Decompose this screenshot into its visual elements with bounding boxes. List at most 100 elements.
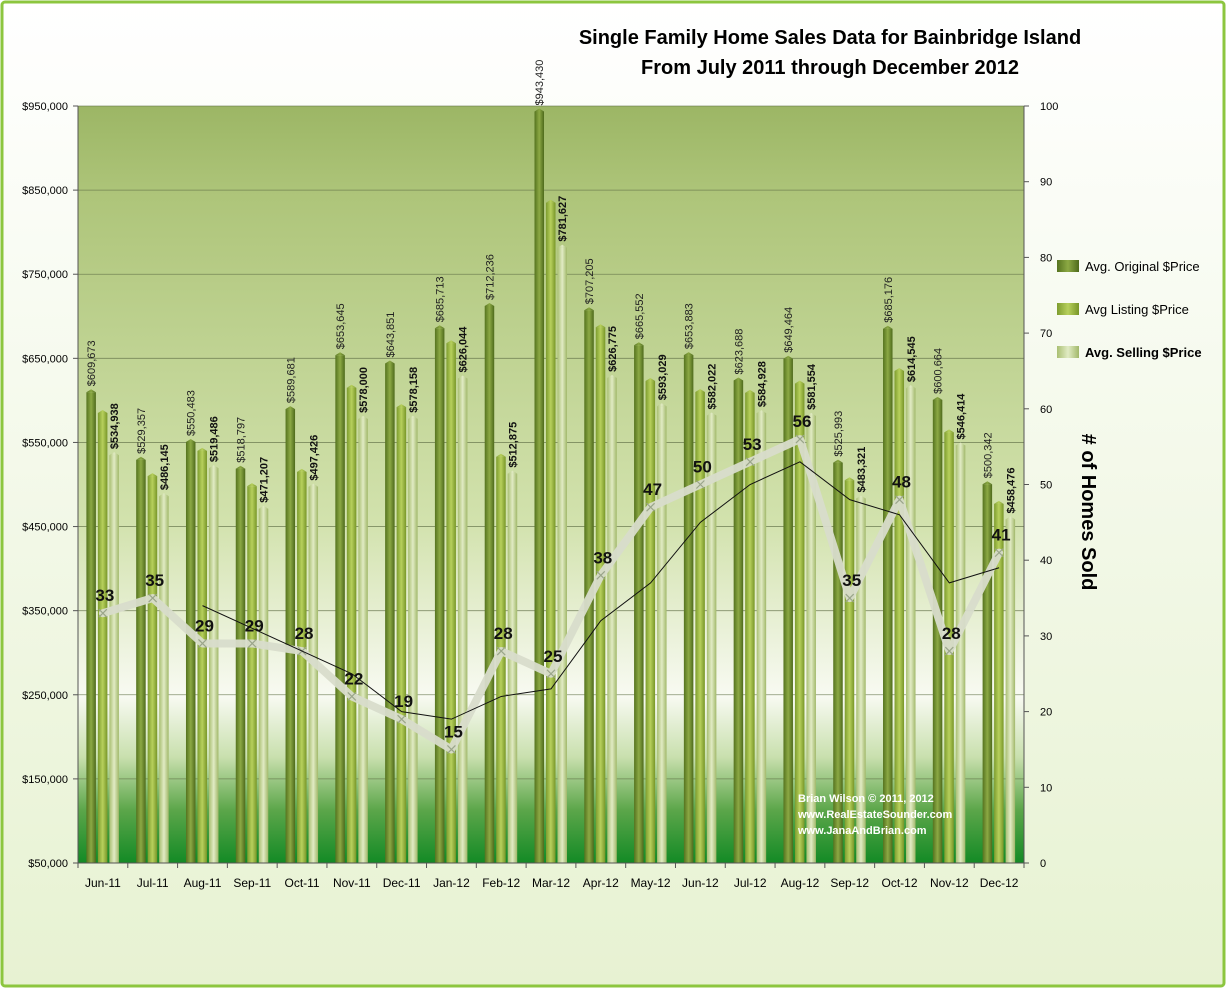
bar-selling-price [706,415,717,863]
chart-subtitle: From July 2011 through December 2012 [641,57,1019,79]
homes-sold-marker [496,646,506,656]
bar-original-price-cap [534,108,544,112]
y-left-tick-label: $350,000 [22,606,68,618]
legend-item-original: Avg. Original $Price [1057,259,1200,274]
bar-original-price [285,409,296,863]
homes-sold-label: 25 [544,647,563,666]
homes-sold-marker [646,502,656,512]
bar-listing-price [297,471,307,863]
bar-original-price [634,345,644,863]
homes-sold-marker [198,639,207,648]
bar-original-price-cap [484,302,495,306]
selling-price-label: $578,158 [408,367,420,413]
bar-listing-price-cap [994,500,1004,504]
bar-listing-price [147,476,158,863]
bar-listing-price-cap [695,388,705,392]
y-right-tick-label: 0 [1040,858,1046,870]
bar-listing-price [396,407,407,863]
selling-price-label: $546,414 [956,393,968,440]
x-tick-label: Oct-11 [284,876,319,890]
homes-sold-marker [347,692,357,701]
bar-selling-price [955,445,966,863]
bar-listing-price-cap [745,389,755,393]
original-price-label: $589,681 [285,357,297,403]
bar-listing-price-cap [297,468,307,472]
homes-sold-label: 41 [992,526,1011,545]
bar-original-price-cap [385,360,395,364]
bar-selling-price-cap [208,465,219,469]
bar-listing-price [645,381,656,863]
x-tick-label: Mar-12 [532,876,570,890]
homes-sold-marker [148,593,158,603]
bar-selling-price [308,486,319,863]
legend-swatch-listing [1057,303,1079,315]
bar-selling-price [358,418,368,863]
bar-selling-price [208,468,219,863]
y-left-tick-label: $950,000 [22,101,68,113]
bar-selling-price [258,508,269,863]
bar-original-price [783,358,793,863]
selling-price-label: $626,044 [458,326,470,373]
bar-selling-price-cap [557,244,567,248]
selling-price-label: $497,426 [308,435,320,481]
selling-price-label: $593,029 [657,354,669,400]
selling-price-label: $626,775 [607,326,619,372]
bar-original-price [584,310,594,864]
selling-price-label: $781,627 [557,196,569,242]
bar-selling-price-cap [756,410,767,414]
selling-price-label: $458,476 [1005,468,1017,514]
homes-sold-label: 29 [195,616,214,635]
bar-original-price-cap [932,396,943,400]
bar-selling-price-cap [308,483,319,487]
original-price-label: $685,713 [435,276,447,322]
axes: $50,000 $150,000 $250,000 $350,000 $450,000 $… [22,101,1058,890]
bar-listing-price-cap [346,384,357,388]
bar-listing-price-cap [396,404,407,408]
bar-listing-price-cap [645,378,656,382]
bar-original-price-cap [584,307,594,311]
y-right-tick-label: 40 [1040,555,1052,567]
homes-sold-label: 47 [643,480,662,499]
homes-sold-marker [895,495,904,505]
selling-price-label: $483,321 [856,447,868,493]
bar-original-price-cap [982,481,993,485]
selling-price-label: $581,554 [806,363,818,410]
bar-selling-price [109,455,119,863]
homes-sold-label: 15 [444,722,463,741]
bar-selling-price-cap [457,375,468,379]
legend-label-original: Avg. Original $Price [1085,259,1200,274]
selling-price-label: $486,145 [159,444,171,490]
legend-swatch-original [1057,260,1079,272]
bar-original-price-cap [634,342,644,346]
bar-original-price [86,392,96,863]
bar-selling-price [457,378,468,863]
bar-original-price [385,363,395,863]
y-left-tick-label: $150,000 [22,774,68,786]
bar-listing-price [446,343,456,863]
homes-sold-label: 35 [842,571,861,590]
bar-original-price-cap [434,325,445,329]
bar-selling-price [557,247,567,863]
bar-selling-price [607,377,617,863]
bar-original-price [235,468,246,863]
homes-sold-marker [745,457,755,467]
x-tick-label: Nov-11 [333,876,371,890]
homes-sold-label: 38 [593,548,612,567]
original-price-label: $550,483 [186,390,198,436]
homes-sold-label: 33 [95,586,114,605]
bar-listing-price [844,480,855,863]
bar-original-price [534,111,544,863]
bar-original-price [982,484,993,863]
homes-sold-marker [446,745,456,754]
bar-original-price-cap [285,406,296,410]
x-tick-label: Sep-11 [233,876,271,890]
bar-original-price-cap [335,352,345,356]
selling-price-label: $582,022 [707,364,719,410]
homes-sold-marker [247,639,257,648]
selling-price-label: $519,486 [209,416,221,462]
bar-selling-price-cap [607,374,617,378]
bar-listing-price [894,370,905,863]
original-price-label: $653,645 [335,303,347,349]
